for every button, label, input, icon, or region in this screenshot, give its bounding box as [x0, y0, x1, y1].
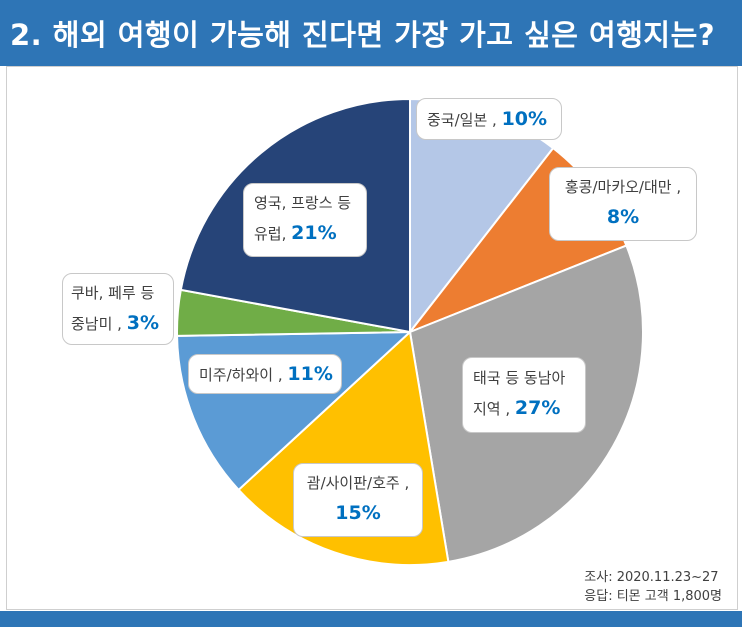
data-label-hongkong-macau-taiwan: 홍콩/마카오/대만 , 8%: [549, 167, 697, 241]
survey-note: 조사: 2020.11.23~27 응답: 티몬 고객 1,800명: [584, 566, 722, 604]
survey-period: 조사: 2020.11.23~27: [584, 570, 719, 585]
data-label-china-japan: 중국/일본 , 10%: [416, 98, 562, 140]
survey-respondents: 응답: 티몬 고객 1,800명: [584, 589, 722, 604]
data-label-southeast-asia: 태국 등 동남아 지역 , 27%: [462, 357, 586, 433]
data-label-americas-hawaii: 미주/하와이 , 11%: [188, 354, 342, 394]
header-bar: 2. 해외 여행이 가능해 진다면 가장 가고 싶은 여행지는?: [0, 0, 742, 66]
footer-bar: [0, 611, 742, 627]
page-title: 2. 해외 여행이 가능해 진다면 가장 가고 싶은 여행지는?: [10, 18, 716, 52]
data-label-europe: 영국, 프랑스 등 유럽, 21%: [243, 183, 367, 257]
data-label-guam-saipan-australia: 괌/사이판/호주 , 15%: [293, 463, 423, 537]
data-label-central-south-america: 쿠바, 페루 등 중남미 , 3%: [62, 273, 174, 345]
